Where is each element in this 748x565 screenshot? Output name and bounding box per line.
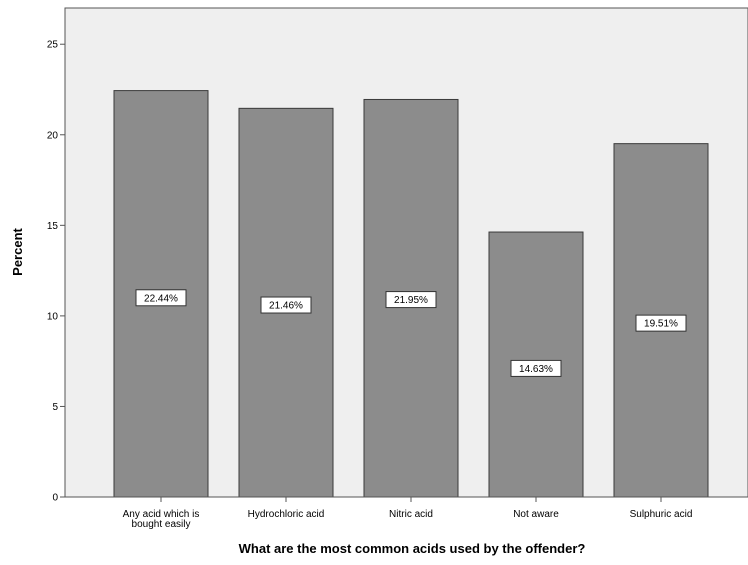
x-tick-label: Not aware bbox=[513, 509, 559, 520]
y-tick-label: 15 bbox=[47, 221, 59, 232]
data-label: 14.63% bbox=[510, 359, 562, 377]
data-label-box bbox=[260, 296, 312, 314]
x-axis-title: What are the most common acids used by t… bbox=[239, 541, 586, 556]
x-tick-label: Nitric acid bbox=[389, 509, 433, 520]
data-label: 22.44% bbox=[135, 289, 187, 307]
x-tick-label: Sulphuric acid bbox=[630, 509, 693, 520]
data-label-box bbox=[135, 289, 187, 307]
data-label: 19.51% bbox=[635, 314, 687, 332]
y-tick-label: 0 bbox=[52, 493, 58, 504]
data-label-text: 21.95% bbox=[394, 295, 428, 306]
data-label: 21.46% bbox=[260, 296, 312, 314]
y-tick-label: 25 bbox=[47, 40, 59, 51]
y-axis: 0 5 10 15 20 25 bbox=[47, 8, 66, 504]
data-label-text: 19.51% bbox=[644, 319, 678, 330]
data-labels-group: 22.44% 21.46% 21.95% 14.63% 19.51% bbox=[135, 289, 687, 377]
data-label-box bbox=[510, 359, 562, 377]
x-tick-label: Hydrochloric acid bbox=[248, 509, 325, 520]
data-label-box bbox=[385, 291, 437, 309]
data-label-text: 14.63% bbox=[519, 364, 553, 375]
y-tick-label: 20 bbox=[47, 130, 59, 141]
data-label-box bbox=[635, 314, 687, 332]
x-tick-label: bought easily bbox=[132, 519, 191, 530]
data-label-text: 21.46% bbox=[269, 301, 303, 312]
y-axis-title: Percent bbox=[10, 227, 25, 275]
y-tick-label: 5 bbox=[52, 402, 58, 413]
data-label-text: 22.44% bbox=[144, 293, 178, 304]
data-label: 21.95% bbox=[385, 291, 437, 309]
y-tick-label: 10 bbox=[47, 311, 59, 322]
x-tick-label: Any acid which is bbox=[123, 509, 200, 520]
